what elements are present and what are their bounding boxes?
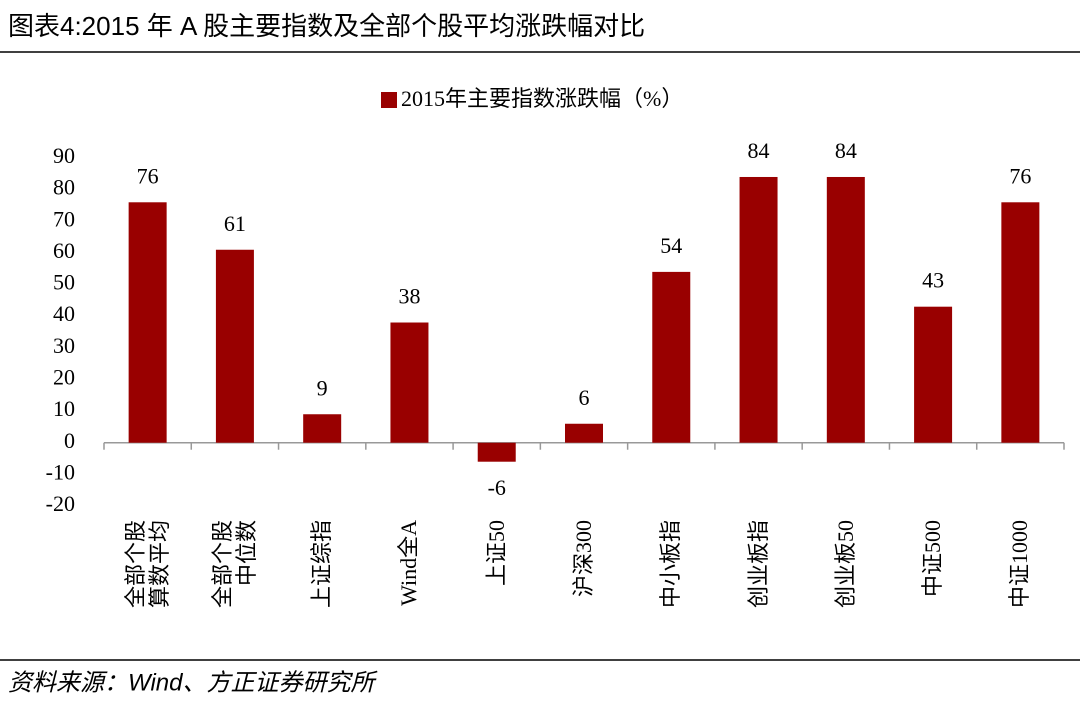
value-label: 61 (224, 211, 246, 236)
x-tick-label: 中证1000 (1007, 520, 1033, 609)
bar (303, 414, 342, 443)
y-tick-label: -10 (46, 459, 75, 484)
value-label: 9 (317, 375, 328, 400)
bar (1001, 202, 1040, 443)
y-tick-label: 0 (64, 428, 75, 453)
y-tick-label: 90 (53, 143, 75, 168)
x-tick-label: 创业板指 (745, 520, 771, 609)
value-label: 76 (1009, 163, 1031, 188)
bar (477, 442, 516, 462)
y-tick-label: 30 (53, 333, 75, 358)
y-tick-label: 60 (53, 238, 75, 263)
x-tick-label: Wind全A (396, 520, 422, 606)
value-label: 43 (922, 268, 944, 293)
value-label: 84 (835, 138, 857, 163)
y-tick-label: 10 (53, 396, 75, 421)
x-tick-label: 全部个股 算数平均 (122, 520, 172, 609)
y-tick-label: 80 (53, 175, 75, 200)
x-tick-label: 沪深300 (571, 520, 596, 598)
bar (565, 423, 603, 443)
x-tick-label: 中小板指 (658, 520, 684, 609)
legend-swatch (381, 92, 397, 108)
x-tick-label: 上证50 (483, 520, 509, 587)
y-tick-label: 50 (53, 270, 75, 295)
bar (128, 202, 167, 443)
bar (826, 176, 865, 443)
x-tick-label: 全部个股 中位数 (209, 520, 259, 609)
value-label: 76 (137, 163, 159, 188)
value-label: -6 (488, 475, 506, 500)
value-label: 6 (579, 385, 590, 410)
bar (739, 176, 778, 443)
legend-label: 2015年主要指数涨跌幅（%） (401, 86, 683, 111)
x-tick-label: 中证500 (920, 520, 946, 598)
bar (652, 271, 691, 443)
value-label: 54 (660, 233, 682, 258)
value-label: 38 (398, 284, 420, 309)
source: 资料来源：Wind、方正证券研究所 (8, 669, 378, 696)
y-tick-label: -20 (46, 491, 75, 516)
bar (390, 322, 429, 443)
y-tick-label: 20 (53, 365, 75, 390)
chart-title: 图表4:2015 年 A 股主要指数及全部个股平均涨跌幅对比 (8, 11, 645, 41)
bar (215, 249, 254, 443)
x-tick-label: 上证综指 (309, 520, 335, 609)
bar (914, 306, 953, 443)
x-tick-label: 创业板50 (832, 520, 858, 609)
value-label: 84 (748, 138, 770, 163)
y-tick-label: 70 (53, 206, 75, 231)
y-tick-label: 40 (53, 301, 75, 326)
